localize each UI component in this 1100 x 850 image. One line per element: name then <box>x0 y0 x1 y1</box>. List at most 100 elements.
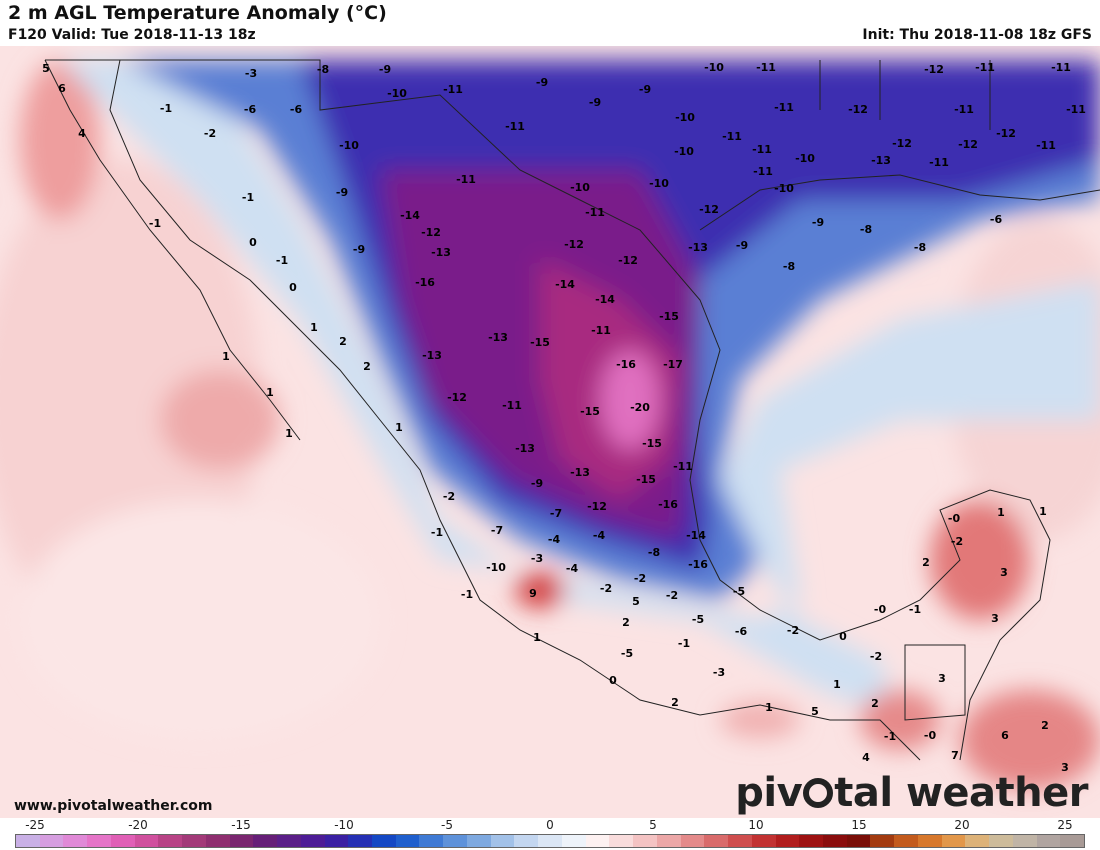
anomaly-value-label: -8 <box>783 260 795 273</box>
anomaly-value-label: 1 <box>533 631 541 644</box>
anomaly-value-label: -13 <box>515 442 535 455</box>
colorbar-tick-label: 0 <box>546 818 554 832</box>
anomaly-value-label: 1 <box>222 350 230 363</box>
anomaly-value-label: 0 <box>289 281 297 294</box>
anomaly-value-label: -10 <box>649 177 669 190</box>
anomaly-value-label: -4 <box>566 562 579 575</box>
anomaly-shading <box>0 60 1100 790</box>
colorbar-swatch <box>39 835 64 847</box>
anomaly-value-label: -11 <box>774 101 794 114</box>
anomaly-value-label: -11 <box>1036 139 1056 152</box>
anomaly-value-label: -11 <box>585 206 605 219</box>
colorbar-swatch <box>585 835 610 847</box>
anomaly-value-label: 4 <box>862 751 870 764</box>
colorbar-swatch <box>110 835 135 847</box>
anomaly-value-label: -10 <box>674 145 694 158</box>
colorbar-swatch <box>466 835 491 847</box>
colorbar-tick-label: 5 <box>649 818 657 832</box>
anomaly-value-label: -10 <box>704 61 724 74</box>
colorbar-swatch <box>300 835 325 847</box>
anomaly-value-label: -6 <box>244 103 257 116</box>
colorbar-swatch <box>728 835 752 847</box>
anomaly-value-label: -8 <box>648 546 660 559</box>
anomaly-value-label: -15 <box>642 437 662 450</box>
anomaly-value-label: -4 <box>593 529 606 542</box>
colorbar-swatch <box>324 835 349 847</box>
anomaly-value-label: -1 <box>276 254 288 267</box>
anomaly-value-label: -11 <box>673 460 693 473</box>
anomaly-value-label: -11 <box>954 103 974 116</box>
colorbar-tick-label: -5 <box>441 818 453 832</box>
map-header: 2 m AGL Temperature Anomaly (°C) F120 Va… <box>0 0 1100 46</box>
colorbar-swatch <box>348 835 373 847</box>
anomaly-value-label: -2 <box>666 589 678 602</box>
anomaly-value-label: -2 <box>634 572 646 585</box>
anomaly-value-label: -5 <box>692 613 704 626</box>
anomaly-value-label: -2 <box>951 535 963 548</box>
anomaly-value-label: 2 <box>1041 719 1049 732</box>
anomaly-value-label: -0 <box>924 729 937 742</box>
anomaly-value-label: -11 <box>975 61 995 74</box>
anomaly-value-label: -3 <box>713 666 725 679</box>
anomaly-value-label: 0 <box>249 236 257 249</box>
anomaly-value-label: 5 <box>42 62 50 75</box>
anomaly-value-label: -2 <box>787 624 799 637</box>
anomaly-value-label: 1 <box>1039 505 1047 518</box>
anomaly-value-label: -12 <box>564 238 584 251</box>
anomaly-value-label: -12 <box>587 500 607 513</box>
colorbar-swatch <box>894 835 918 847</box>
anomaly-value-label: -11 <box>929 156 949 169</box>
colorbar-swatch <box>205 835 230 847</box>
anomaly-value-label: -0 <box>948 512 961 525</box>
colorbar-swatch <box>656 835 681 847</box>
colorbar-swatch <box>490 835 515 847</box>
anomaly-value-label: -6 <box>290 103 303 116</box>
anomaly-value-label: -11 <box>756 61 776 74</box>
anomaly-map: 5 6 4 -1 -2 -3 -6 -6 -8 -9 -10 -11 -9 -9 -9 -10 -11 -12 -1… <box>0 46 1100 818</box>
colorbar-swatch <box>775 835 800 847</box>
colorbar-swatch <box>822 835 847 847</box>
colorbar-swatch <box>561 835 586 847</box>
anomaly-value-label: 2 <box>363 360 371 373</box>
anomaly-value-label: -13 <box>488 331 508 344</box>
colorbar-swatch <box>182 835 206 847</box>
anomaly-value-label: 1 <box>833 678 841 691</box>
colorbar-swatch <box>989 835 1013 847</box>
anomaly-value-label: -9 <box>736 239 748 252</box>
anomaly-value-label: -11 <box>753 165 773 178</box>
anomaly-value-label: 1 <box>310 321 318 334</box>
anomaly-value-label: -16 <box>688 558 708 571</box>
anomaly-value-label: -1 <box>909 603 921 616</box>
anomaly-value-label: -5 <box>621 647 633 660</box>
init-time: Init: Thu 2018-11-08 18z GFS <box>862 27 1092 43</box>
anomaly-value-label: -8 <box>860 223 872 236</box>
anomaly-value-label: -13 <box>688 241 708 254</box>
colorbar-swatch <box>870 835 895 847</box>
colorbar-swatch <box>609 835 634 847</box>
anomaly-value-label: -9 <box>639 83 651 96</box>
anomaly-value-label: 2 <box>871 697 879 710</box>
anomaly-value-label: -12 <box>447 391 467 404</box>
anomaly-value-label: -6 <box>990 213 1003 226</box>
pivotal-weather-logo: piv tal weather <box>735 770 1088 816</box>
colorbar-swatch <box>633 835 657 847</box>
anomaly-value-label: -11 <box>505 120 525 133</box>
anomaly-value-label: 1 <box>765 701 773 714</box>
anomaly-value-label: 1 <box>266 386 274 399</box>
anomaly-value-label: -15 <box>659 310 679 323</box>
colorbar-tick-label: -25 <box>25 818 45 832</box>
anomaly-value-label: 7 <box>951 749 959 762</box>
anomaly-value-label: -9 <box>353 243 365 256</box>
anomaly-value-label: -9 <box>336 186 348 199</box>
anomaly-value-label: -0 <box>874 603 887 616</box>
anomaly-value-label: 2 <box>671 696 679 709</box>
anomaly-value-label: -16 <box>658 498 678 511</box>
anomaly-value-label: -4 <box>548 533 561 546</box>
anomaly-value-label: 5 <box>632 595 640 608</box>
anomaly-value-label: -2 <box>600 582 612 595</box>
anomaly-value-label: 6 <box>1001 729 1009 742</box>
anomaly-value-label: -9 <box>589 96 601 109</box>
anomaly-value-label: -12 <box>618 254 638 267</box>
anomaly-value-label: -11 <box>1051 61 1071 74</box>
anomaly-value-label: -5 <box>733 585 745 598</box>
